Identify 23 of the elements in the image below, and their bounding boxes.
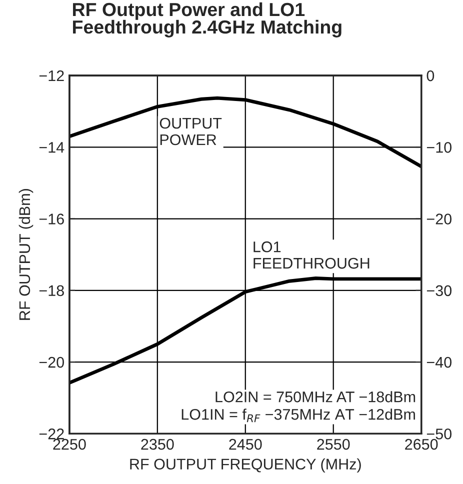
y2-tick-label: −20 — [426, 214, 452, 224]
y2-tick-label: −30 — [426, 285, 452, 296]
y-tick-label: −22 — [39, 428, 64, 440]
x-axis-title: RF OUTPUT FREQUENCY (MHz) — [130, 458, 361, 473]
y2-tick-label: 0 — [426, 70, 434, 82]
y-tick-label: −14 — [39, 142, 64, 153]
series-label: LO1 FEEDTHROUGH — [254, 241, 370, 269]
annotation: LO2IN = 750MHz AT −18dBm LO1IN = f$_{RF}$ −375MHz AT −12dBm — [182, 391, 416, 422]
y2-tick-label: −10 — [426, 142, 452, 153]
series-label: OUTPUT POWER — [160, 118, 222, 146]
y-axis-title: RF OUTPUT (dBm) — [18, 189, 34, 320]
y-tick-label: −16 — [39, 214, 64, 224]
y2-tick-label: −50 — [426, 428, 452, 440]
x-tick-label: 2650 — [405, 438, 438, 450]
x-tick-label: 2550 — [317, 438, 350, 450]
y-tick-label: −20 — [39, 356, 64, 368]
y2-tick-label: −40 — [426, 356, 452, 368]
y-tick-label: −18 — [39, 285, 64, 296]
x-tick-label: 2350 — [141, 438, 174, 450]
x-tick-label: 2250 — [53, 438, 86, 450]
x-tick-label: 2450 — [229, 438, 262, 450]
y-tick-label: −12 — [39, 70, 64, 82]
chart-title: RF Output Power and LO1 Feedthrough 2.4GHz Matching — [73, 2, 342, 38]
